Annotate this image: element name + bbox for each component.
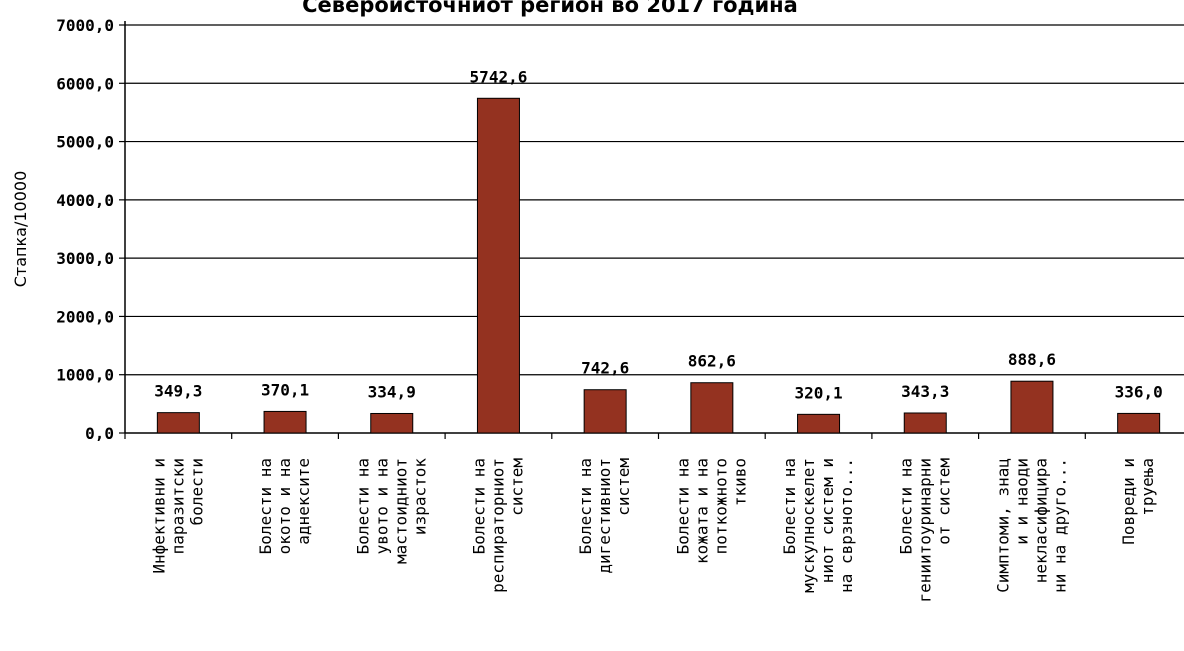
x-category-line: кожата и на [692,458,711,564]
x-category-line: Инфективни и [149,458,168,574]
x-category-text: Болести нареспираторниотсистем [469,458,526,593]
bar [690,382,734,434]
x-category-label: Повреди итруења [1119,458,1157,545]
x-category-line: Болести на [353,458,372,554]
bar [797,413,841,434]
data-labels: 349,3 370,1 334,9 5742,6 742,6 862,6 320,1 343,… [154,67,1162,402]
x-category-text: Болести наокото и нааднексите [256,458,313,554]
x-category-label: Болести наувото и намастоидниотизрасток [353,458,429,564]
bar [476,97,520,434]
y-tick-label: 3000,0 [56,249,114,268]
x-category-text: Болести намускулноскелетниот систем ина … [780,458,856,593]
x-category-line: увото и на [372,458,391,554]
x-category-line: Симптоми, знац [993,458,1012,593]
x-category-line: респираторниот [488,458,507,593]
bar [903,412,947,434]
x-category-line: систем [614,458,633,516]
data-label: 5742,6 [470,67,528,86]
data-label: 343,3 [901,382,949,401]
x-category-line: от систем [934,458,953,545]
bar [263,410,307,434]
data-label: 334,9 [368,382,416,401]
x-category-line: мастоидниот [391,458,410,564]
x-category-line: Болести на [256,458,275,554]
bar [1010,380,1054,434]
chart-title: Североисточниот регион во 2017 година [302,0,798,17]
data-label: 349,3 [154,382,202,401]
x-category-label: Болести накожата и напоткожнототкиво [673,458,749,564]
data-label: 862,6 [688,352,736,371]
x-category-line: Повреди и [1119,458,1138,545]
x-category-line: поткожното [711,458,730,554]
x-category-line: Болести на [576,458,595,554]
x-category-line: Болести на [673,458,692,554]
y-tick-label: 1000,0 [56,366,114,385]
x-category-line: Болести на [780,458,799,554]
x-category-label: Инфективни ипаразитскиболести [149,458,206,574]
x-category-line: гениитоуринарни [915,458,934,603]
x-category-line: труења [1138,458,1157,516]
data-label: 742,6 [581,359,629,378]
data-label: 336,0 [1115,382,1163,401]
x-category-line: Болести на [469,458,488,554]
x-category-line: мускулноскелет [799,458,818,593]
x-category-line: на сврзното... [837,458,856,593]
x-category-text: Болести наувото и намастоидниотизрасток [353,458,429,564]
y-tick-label: 0,0 [85,424,114,443]
data-label: 888,6 [1008,350,1056,369]
x-category-label: Болести нагениитоуринарниот систем [896,458,953,603]
bar [156,412,200,434]
x-tick-labels: Инфективни ипаразитскиболести Болести нао… [149,458,1157,603]
y-tick-label: 7000,0 [56,16,114,35]
x-category-line: ни на друго... [1050,458,1069,593]
x-category-label: Болести намускулноскелетниот систем ина … [780,458,856,593]
x-category-text: Болести накожата и напоткожнототкиво [673,458,749,564]
data-label: 370,1 [261,380,309,399]
y-tick-label: 2000,0 [56,307,114,326]
x-category-line: паразитски [168,458,187,554]
x-category-line: некласифицира [1031,458,1050,583]
x-category-label: Болести нареспираторниотсистем [469,458,526,593]
bar [583,389,627,434]
bars [156,97,1161,434]
x-category-text: Симптоми, знаци и наодинекласифицирани н… [993,458,1069,593]
y-tick-label: 6000,0 [56,74,114,93]
x-category-line: окото и на [275,458,294,554]
y-tick-label: 5000,0 [56,133,114,152]
gridlines [125,24,1184,376]
x-category-line: ниот систем и [818,458,837,583]
x-category-text: Болести нагениитоуринарниот систем [896,458,953,603]
x-category-text: Инфективни ипаразитскиболести [149,458,206,574]
x-category-label: Болести надигестивниотсистем [576,458,633,574]
bar [1117,412,1161,434]
x-category-line: систем [507,458,526,516]
data-label: 320,1 [794,383,842,402]
x-category-text: Болести надигестивниотсистем [576,458,633,574]
x-category-label: Болести наокото и нааднексите [256,458,313,554]
y-tick-label: 4000,0 [56,191,114,210]
y-axis-title: Стапка/10000 [11,171,30,288]
x-category-line: и и наоди [1012,458,1031,545]
x-category-text: Повреди итруења [1119,458,1157,545]
x-category-line: дигестивниот [595,458,614,574]
x-category-line: израсток [410,458,429,535]
x-category-line: ткиво [730,458,749,506]
bar [370,412,414,434]
x-category-line: Болести на [896,458,915,554]
x-category-line: болести [187,458,206,525]
x-category-line: аднексите [294,458,313,545]
x-category-label: Симптоми, знаци и наодинекласифицирани н… [993,458,1069,593]
y-tick-labels: 0,0 1000,0 2000,0 3000,0 4000,0 5000,0 6000,0 7… [56,16,114,443]
